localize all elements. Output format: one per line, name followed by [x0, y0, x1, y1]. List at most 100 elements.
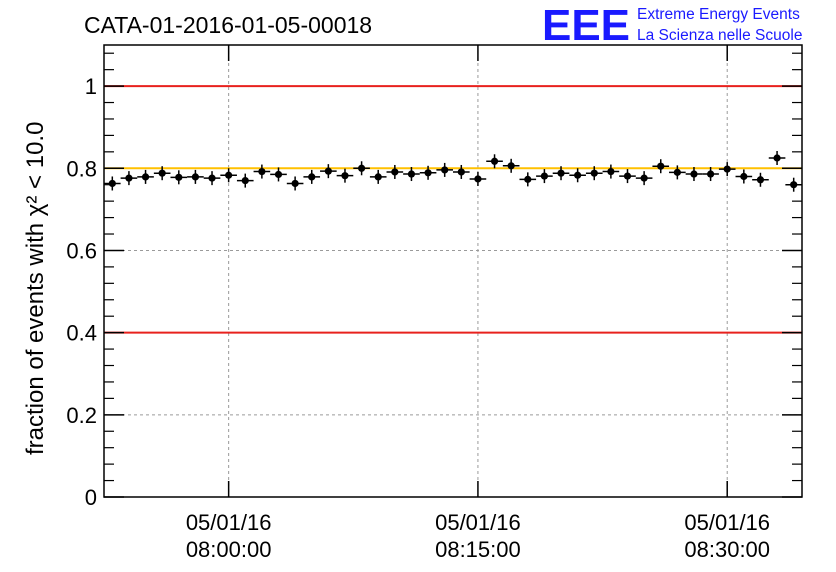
data-point [353, 161, 370, 176]
point-marker [374, 173, 382, 181]
point-marker [341, 172, 349, 180]
eee-logo-line2: La Scienza nelle Scuole [637, 27, 802, 44]
point-marker [324, 167, 332, 175]
point-marker [723, 165, 731, 173]
point-marker [357, 164, 366, 172]
y-axis-label-math: χ² < 10.0 [22, 122, 49, 217]
point-marker [241, 177, 249, 185]
point-marker [574, 171, 582, 179]
data-point [403, 167, 420, 182]
grid-lines [104, 45, 802, 497]
data-point [120, 171, 138, 186]
chart-title: CATA-01-2016-01-05-00018 [84, 12, 372, 38]
data-point [718, 162, 736, 177]
point-marker [308, 173, 316, 181]
data-point [652, 159, 670, 174]
data-point [752, 172, 769, 187]
point-marker [756, 176, 765, 184]
x-tick-label-date: 05/01/16 [435, 510, 521, 535]
point-marker [507, 162, 515, 170]
point-marker [673, 168, 681, 176]
point-marker [191, 173, 200, 181]
y-tick-label: 0.2 [66, 403, 97, 428]
data-point [735, 169, 753, 184]
data-point [320, 164, 337, 179]
eee-logo-line1: Extreme Energy Events [637, 6, 800, 23]
data-point [270, 167, 287, 182]
data-point [619, 169, 636, 184]
plot-frame [103, 44, 803, 498]
y-tick-label: 0.4 [66, 321, 97, 346]
point-marker [391, 168, 399, 176]
data-point [552, 166, 570, 181]
data-point [203, 171, 221, 186]
data-point [669, 165, 686, 180]
point-marker [590, 169, 598, 177]
point-marker [158, 169, 166, 177]
x-tick-label-date: 05/01/16 [684, 510, 770, 535]
data-point [519, 172, 537, 187]
data-point [502, 158, 520, 173]
data-point [469, 171, 487, 186]
x-tick-label-time: 08:15:00 [435, 537, 521, 562]
data-point [286, 176, 304, 191]
x-axis: 05/01/1608:00:0005/01/1608:15:0005/01/16… [186, 45, 770, 562]
point-marker [690, 170, 698, 178]
point-marker [108, 179, 116, 188]
point-marker [274, 170, 283, 179]
data-point [768, 151, 786, 165]
data-point [137, 169, 154, 184]
data-point [685, 167, 703, 182]
y-axis-label: fraction of events with χ² < 10.0 [22, 122, 49, 455]
point-marker [640, 174, 648, 182]
data-point [153, 166, 171, 181]
point-marker [457, 168, 465, 176]
point-marker [291, 179, 299, 188]
point-marker [524, 175, 532, 183]
point-marker [125, 174, 133, 182]
data-point [602, 164, 620, 179]
point-marker [258, 167, 266, 176]
data-point [419, 165, 437, 180]
point-marker [557, 169, 565, 177]
data-point [170, 170, 188, 185]
point-marker [623, 172, 632, 180]
data-point [369, 169, 387, 184]
point-marker [657, 162, 665, 170]
data-point [386, 164, 404, 179]
data-point [303, 169, 321, 184]
point-marker [441, 166, 449, 174]
data-point [253, 164, 271, 179]
reference-lines [104, 85, 802, 334]
data-point [702, 167, 719, 182]
data-point [104, 176, 121, 191]
point-marker [740, 172, 748, 181]
x-tick-label-date: 05/01/16 [186, 510, 272, 535]
y-tick-label: 1 [85, 74, 97, 99]
point-marker [424, 169, 432, 177]
data-points [104, 151, 802, 192]
point-marker [175, 173, 183, 181]
point-marker [407, 170, 416, 178]
y-tick-label: 0.8 [66, 156, 97, 181]
point-marker [141, 173, 150, 181]
data-point [486, 154, 503, 169]
point-marker [706, 170, 715, 178]
data-point [635, 171, 653, 186]
data-point [569, 168, 586, 183]
point-marker [225, 171, 233, 179]
data-point [336, 168, 354, 183]
data-point [585, 166, 603, 181]
point-marker [208, 174, 216, 182]
svg-text:fraction of events with: fraction of events with χ² < 10.0 [22, 122, 49, 455]
point-marker [474, 175, 482, 183]
y-tick-label: 0 [85, 485, 97, 510]
point-marker [773, 154, 781, 162]
y-axis-label-text: fraction of events with [22, 223, 49, 455]
point-marker [490, 157, 499, 165]
data-point [187, 169, 204, 184]
data-point [220, 168, 237, 183]
data-point [536, 169, 553, 184]
y-tick-label: 0.6 [66, 238, 97, 263]
